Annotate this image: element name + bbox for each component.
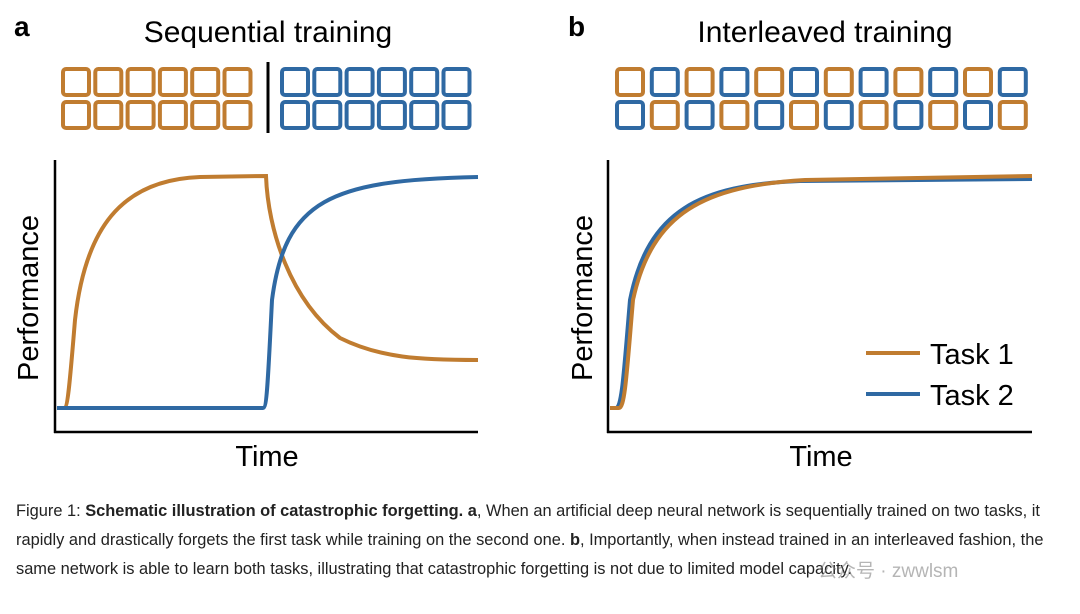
- task-block: [344, 67, 375, 97]
- task-block: [125, 67, 156, 97]
- task-block: [312, 67, 343, 97]
- task-block: [280, 67, 310, 97]
- task-block: [157, 67, 188, 97]
- task-block: [997, 67, 1028, 97]
- task-block: [649, 67, 680, 97]
- x-axis-label: Time: [235, 441, 298, 473]
- panel-title: Sequential training: [144, 16, 393, 49]
- task-block: [823, 67, 854, 97]
- task-block: [312, 100, 343, 130]
- task-block: [441, 67, 472, 97]
- panel-label: a: [14, 11, 30, 42]
- task-block: [344, 100, 375, 130]
- caption-label: Figure 1:: [16, 502, 86, 520]
- y-axis-label: Performance: [13, 215, 45, 381]
- task-block: [125, 100, 156, 130]
- task-block: [789, 100, 819, 130]
- task-block: [963, 67, 993, 97]
- task-block: [190, 100, 221, 130]
- task-block: [280, 100, 310, 130]
- task-block: [858, 67, 889, 97]
- caption-panel-label: b: [565, 531, 580, 549]
- task-block: [157, 100, 188, 130]
- task-block: [615, 67, 645, 97]
- task-block: [93, 100, 124, 130]
- task-block: [409, 100, 440, 130]
- task-block: [61, 100, 91, 130]
- task-block: [190, 67, 221, 97]
- task-block: [754, 100, 785, 130]
- task-block: [893, 67, 924, 97]
- task-block: [789, 67, 819, 97]
- figure: a Sequential training Performance Time b…: [13, 11, 1033, 473]
- task-block: [719, 100, 750, 130]
- panel-title: Interleaved training: [697, 16, 952, 49]
- task-block: [719, 67, 750, 97]
- task-block: [376, 100, 407, 130]
- task-block: [649, 100, 680, 130]
- panel-label: b: [568, 11, 585, 42]
- task-block: [928, 67, 959, 97]
- task-block: [61, 67, 91, 97]
- task-block: [376, 67, 407, 97]
- task-block: [615, 100, 645, 130]
- watermark: 公众号 · zwwlsm: [818, 561, 959, 582]
- task1-curve: [57, 173, 479, 410]
- caption-text: , Importantly, when instead trained in a…: [16, 531, 1044, 578]
- task-blocks: [61, 67, 1028, 130]
- task-block: [441, 100, 472, 130]
- y-axis-label: Performance: [567, 215, 599, 381]
- task-block: [222, 67, 253, 97]
- task1-curve: [610, 174, 1033, 410]
- task2-curve: [57, 175, 479, 410]
- task-block: [858, 100, 889, 130]
- caption-panel-label: a: [463, 502, 477, 520]
- task-block: [823, 100, 854, 130]
- task-block: [893, 100, 924, 130]
- legend-label: Task 2: [930, 380, 1014, 412]
- task-block: [997, 100, 1028, 130]
- caption: Figure 1: Schematic illustration of cata…: [16, 497, 1046, 584]
- task-block: [684, 100, 715, 130]
- task-block: [222, 100, 253, 130]
- task2-curve: [610, 177, 1033, 410]
- task-block: [754, 67, 785, 97]
- legend-label: Task 1: [930, 339, 1014, 371]
- task-block: [684, 67, 715, 97]
- caption-text: , When an artificial deep neural network…: [16, 502, 1040, 549]
- task-block: [93, 67, 124, 97]
- x-axis-label: Time: [789, 441, 852, 473]
- task-block: [963, 100, 993, 130]
- task-block: [409, 67, 440, 97]
- caption-heading: Schematic illustration of catastrophic f…: [85, 502, 464, 520]
- task-block: [928, 100, 959, 130]
